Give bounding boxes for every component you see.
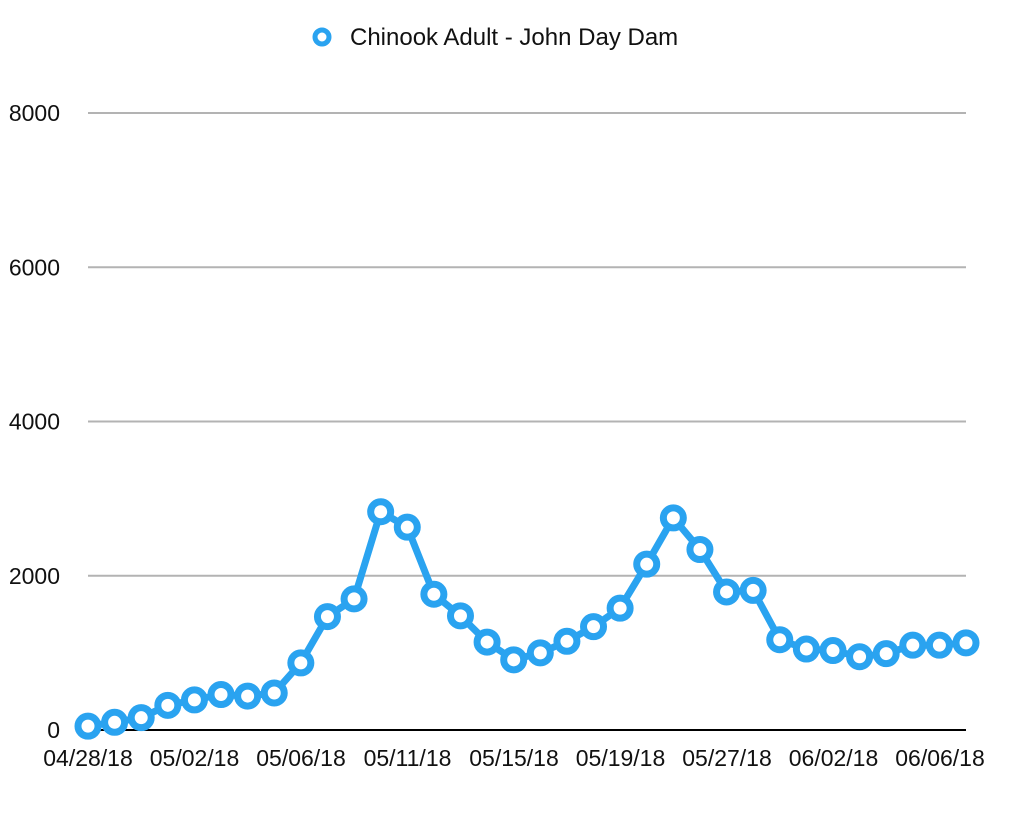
x-tick-label: 06/06/18 bbox=[895, 745, 985, 771]
x-tick-label: 05/27/18 bbox=[682, 745, 772, 771]
y-axis-ticks: 0 2000 4000 6000 8000 bbox=[9, 100, 60, 743]
data-point bbox=[207, 681, 235, 709]
data-point bbox=[393, 513, 421, 541]
data-point bbox=[925, 631, 953, 659]
data-point bbox=[340, 585, 368, 613]
x-tick-label: 05/11/18 bbox=[364, 745, 452, 771]
data-point bbox=[659, 504, 687, 532]
data-point bbox=[127, 704, 155, 732]
data-point bbox=[313, 603, 341, 631]
data-point bbox=[872, 640, 900, 668]
x-tick-label: 05/19/18 bbox=[576, 745, 666, 771]
data-point bbox=[633, 550, 661, 578]
x-tick-label: 06/02/18 bbox=[789, 745, 879, 771]
data-point bbox=[739, 576, 767, 604]
data-point bbox=[819, 637, 847, 665]
x-tick-label: 05/15/18 bbox=[469, 745, 559, 771]
y-tick-label: 8000 bbox=[9, 100, 60, 126]
data-point bbox=[686, 536, 714, 564]
data-point bbox=[287, 649, 315, 677]
data-point bbox=[580, 613, 608, 641]
legend-label: Chinook Adult - John Day Dam bbox=[350, 24, 678, 51]
y-tick-label: 0 bbox=[47, 717, 60, 743]
x-tick-label: 05/02/18 bbox=[150, 745, 240, 771]
data-point bbox=[952, 629, 980, 657]
legend: Chinook Adult - John Day Dam bbox=[312, 24, 678, 51]
gridlines bbox=[88, 112, 966, 731]
data-point bbox=[606, 594, 634, 622]
data-point bbox=[234, 682, 262, 710]
y-tick-label: 2000 bbox=[9, 563, 60, 589]
data-point bbox=[500, 646, 528, 674]
data-point bbox=[792, 635, 820, 663]
data-point bbox=[473, 628, 501, 656]
data-point bbox=[846, 643, 874, 671]
data-point bbox=[526, 639, 554, 667]
data-point bbox=[899, 631, 927, 659]
y-tick-label: 6000 bbox=[9, 254, 60, 280]
series-chinook-adult bbox=[74, 498, 980, 740]
data-point bbox=[154, 691, 182, 719]
x-axis-ticks: 04/28/18 05/02/18 05/06/18 05/11/18 05/15/18… bbox=[43, 745, 985, 771]
x-tick-label: 05/06/18 bbox=[256, 745, 346, 771]
data-point bbox=[713, 578, 741, 606]
x-tick-label: 04/28/18 bbox=[43, 745, 133, 771]
y-tick-label: 4000 bbox=[9, 409, 60, 435]
data-point bbox=[367, 498, 395, 526]
data-point bbox=[446, 602, 474, 630]
data-point bbox=[766, 626, 794, 654]
data-point bbox=[553, 627, 581, 655]
data-point bbox=[420, 580, 448, 608]
data-point bbox=[101, 708, 129, 736]
legend-marker-icon bbox=[312, 27, 332, 47]
data-point bbox=[260, 679, 288, 707]
data-point bbox=[74, 712, 102, 740]
data-point bbox=[180, 686, 208, 714]
